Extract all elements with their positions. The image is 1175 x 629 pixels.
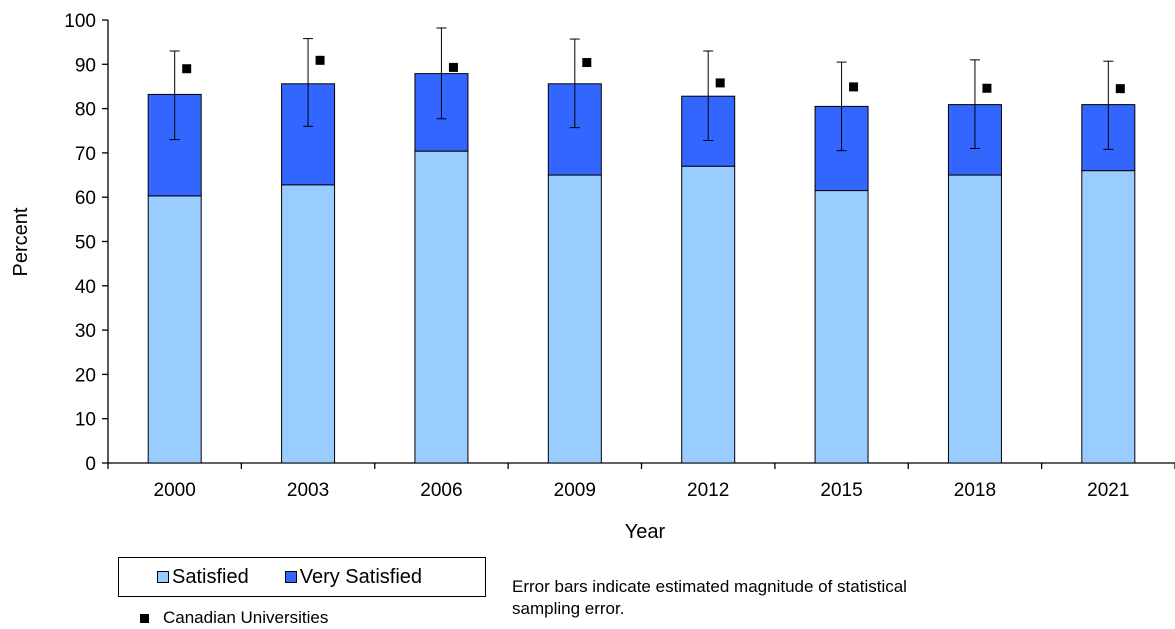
- marker-point: [1115, 84, 1125, 94]
- y-tick-label: 40: [75, 277, 96, 298]
- marker-point: [448, 62, 458, 72]
- bar-satisfied: [281, 184, 336, 464]
- bar-satisfied: [414, 150, 469, 464]
- error-bar: [169, 50, 180, 141]
- legend-label-satisfied: Satisfied: [172, 565, 249, 588]
- y-tick-label: 60: [75, 188, 96, 209]
- x-tick-label: 2018: [954, 480, 996, 501]
- bar-satisfied: [681, 165, 736, 464]
- marker-point: [849, 82, 859, 92]
- y-tick-label: 100: [64, 11, 96, 32]
- legend-label-very-satisfied: Very Satisfied: [299, 565, 423, 588]
- bar-satisfied: [547, 174, 602, 464]
- bars-group: [147, 73, 1136, 464]
- error-bar: [436, 27, 447, 120]
- bar-satisfied: [814, 190, 869, 464]
- x-axis-title: Year: [625, 521, 666, 543]
- marker-point: [715, 78, 725, 88]
- legend-item-very-satisfied: Very Satisfied: [284, 565, 423, 589]
- y-tick-label: 90: [75, 55, 96, 76]
- x-tick-label: 2009: [554, 480, 596, 501]
- error-bar-note: Error bars indicate estimated magnitude …: [512, 577, 907, 618]
- x-tick-label: 2021: [1087, 480, 1129, 501]
- x-tick-label: 2003: [287, 480, 329, 501]
- bar-very-satisfied: [147, 93, 202, 197]
- y-tick-label: 50: [75, 233, 96, 254]
- bar-satisfied: [947, 174, 1002, 464]
- error-bar: [569, 38, 580, 129]
- error-bar: [703, 50, 714, 141]
- x-tick-label: 2006: [420, 480, 462, 501]
- marker-point: [982, 83, 992, 93]
- x-tick-label: 2012: [687, 480, 729, 501]
- y-tick-label: 80: [75, 100, 96, 121]
- error-bar: [969, 59, 980, 149]
- marker-point: [582, 58, 592, 68]
- bar-satisfied: [1081, 170, 1136, 464]
- very-satisfied-swatch: [284, 571, 297, 583]
- y-tick-label: 10: [75, 410, 96, 431]
- error-bars-group: [169, 27, 1114, 152]
- y-tick-label: 30: [75, 321, 96, 342]
- marker-point: [182, 64, 192, 74]
- x-tick-label: 2000: [154, 480, 196, 501]
- y-axis: 0 10 20 30 40 50 60 70 80 90 100: [64, 11, 109, 475]
- marker-legend-label: Canadian Universities: [163, 608, 329, 627]
- legend: Satisfied Very Satisfied: [118, 557, 486, 597]
- error-bar: [836, 61, 847, 152]
- error-bar: [303, 38, 314, 127]
- y-axis-title: Percent: [10, 207, 32, 276]
- x-axis: 2000 2003 2006 2009 2012 2015 2018 2021: [107, 462, 1175, 501]
- marker-legend: Canadian Universities: [140, 608, 328, 628]
- y-tick-label: 70: [75, 144, 96, 165]
- legend-item-satisfied: Satisfied: [157, 566, 249, 589]
- x-tick-label: 2015: [820, 480, 862, 501]
- markers-group: [182, 55, 1125, 94]
- satisfied-swatch: [157, 571, 169, 583]
- error-bar: [1103, 60, 1114, 150]
- y-tick-label: 20: [75, 365, 96, 386]
- y-tick-label: 0: [85, 454, 96, 475]
- square-marker-icon: [140, 613, 149, 623]
- bar-satisfied: [147, 195, 202, 464]
- marker-point: [315, 55, 325, 65]
